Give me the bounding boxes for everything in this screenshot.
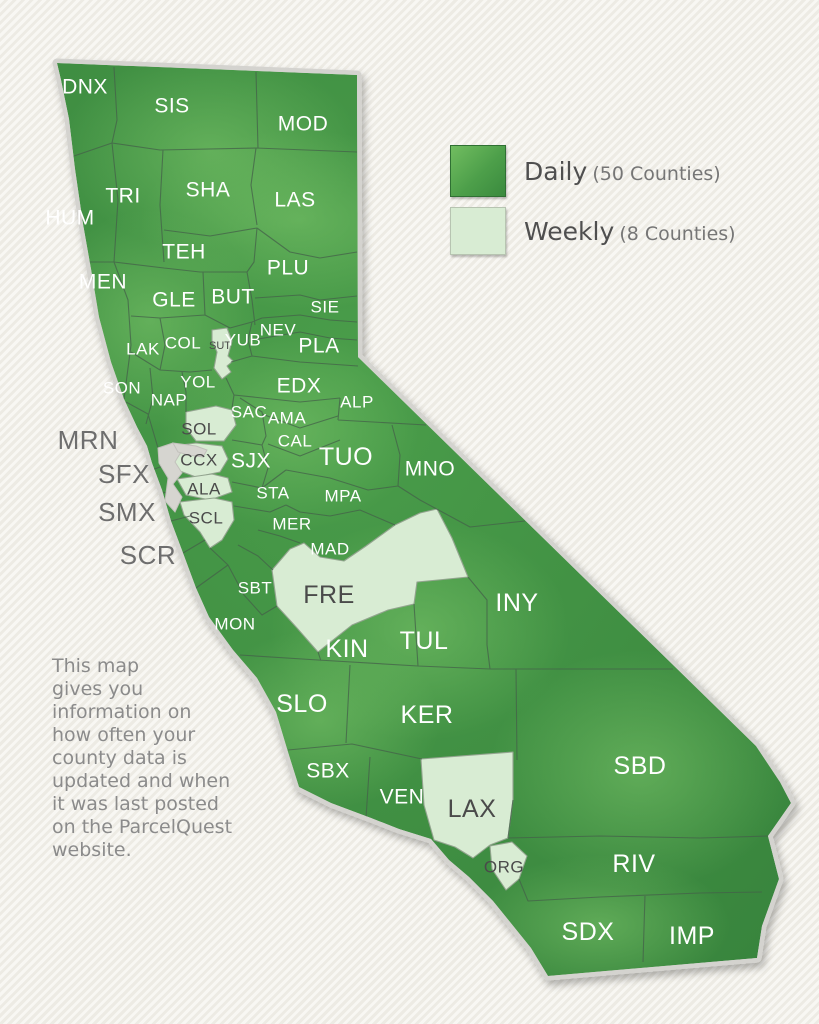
county-label-cal: CAL — [278, 432, 313, 451]
county-label-son: SON — [103, 379, 141, 398]
description-line: gives you — [52, 678, 144, 700]
county-label-plu: PLU — [267, 257, 309, 280]
county-SOL-shape — [185, 405, 237, 442]
county-label-ama: AMA — [268, 409, 307, 428]
county-label-hum: HUM — [45, 207, 94, 230]
county-label-mer: MER — [272, 515, 311, 534]
legend-item-weekly: Weekly (8 Counties) — [450, 207, 736, 255]
county-label-sjx: SJX — [231, 450, 271, 473]
description-line: how often your — [52, 724, 196, 746]
county-label-yub: YUB — [225, 331, 261, 350]
county-label-sut: SUT — [209, 340, 231, 352]
county-label-sie: SIE — [311, 298, 340, 317]
sf-bay-water — [157, 442, 208, 513]
county-label-mod: MOD — [278, 113, 329, 136]
county-ALA-shape — [176, 473, 233, 501]
weekly-label: Weekly — [524, 216, 615, 246]
county-label-dnx: DNX — [62, 76, 108, 99]
daily-count-note: (50 Counties) — [592, 162, 721, 185]
county-label-kin: KIN — [325, 635, 368, 663]
county-SCL-shape — [179, 497, 235, 549]
description-line: on the ParcelQuest — [52, 816, 233, 838]
weekly-count-note: (8 Counties) — [619, 222, 736, 245]
county-label-alp: ALP — [340, 393, 374, 412]
county-FRE-shape — [271, 508, 469, 653]
county-label-sfx: SFX — [98, 459, 150, 489]
county-label-tri: TRI — [105, 185, 140, 208]
map-description: This map gives you information on how often… — [52, 655, 232, 862]
legend: Daily (50 Counties) Weekly (8 Counties) — [450, 145, 736, 265]
county-label-ker: KER — [401, 701, 454, 729]
county-label-yol: YOL — [180, 373, 216, 392]
county-label-sac: SAC — [231, 403, 267, 422]
daily-color-swatch — [450, 145, 506, 197]
county-label-sta: STA — [256, 484, 289, 503]
county-label-lak: LAK — [126, 340, 160, 359]
county-label-mon: MON — [214, 615, 255, 634]
weekly-legend-text: Weekly (8 Counties) — [524, 217, 736, 246]
county-label-col: COL — [165, 334, 201, 353]
description-line: information on — [52, 701, 192, 723]
county-label-nev: NEV — [260, 321, 297, 340]
weekly-counties-group — [165, 327, 528, 891]
county-label-mrn: MRN — [58, 425, 119, 455]
county-label-iny: INY — [495, 589, 538, 617]
county-label-lax: LAX — [448, 795, 497, 823]
county-label-imp: IMP — [669, 922, 715, 950]
county-label-mno: MNO — [405, 458, 456, 481]
weekly-color-swatch — [450, 207, 506, 255]
county-label-scl: SCL — [189, 509, 224, 528]
county-label-gle: GLE — [152, 289, 196, 312]
county-label-men: MEN — [79, 271, 127, 294]
county-LAX-shape — [420, 751, 514, 859]
county-label-mad: MAD — [310, 540, 349, 559]
county-label-las: LAS — [274, 189, 315, 212]
legend-item-daily: Daily (50 Counties) — [450, 145, 736, 197]
county-label-riv: RIV — [612, 850, 655, 878]
description-line: website. — [52, 839, 132, 861]
county-label-tuo: TUO — [319, 443, 373, 471]
county-label-sbt: SBT — [238, 579, 273, 598]
county-label-fre: FRE — [303, 581, 355, 609]
county-borders — [73, 66, 769, 963]
county-label-sha: SHA — [186, 179, 231, 202]
county-label-smx: SMX — [98, 497, 156, 527]
county-label-tul: TUL — [400, 627, 449, 655]
description-line: county data is — [52, 747, 187, 769]
county-labels-layer: DNX SIS MOD HUM TRI SHA LAS MEN TEH PLU GLE BUT SIE L… — [45, 76, 715, 951]
county-label-ven: VEN — [380, 786, 425, 809]
county-label-slo: SLO — [276, 690, 328, 718]
county-label-scr: SCR — [120, 540, 176, 570]
county-label-org: ORG — [484, 858, 524, 877]
county-label-sol: SOL — [181, 420, 217, 439]
county-SUT-shape — [211, 327, 234, 380]
county-label-sdx: SDX — [562, 918, 615, 946]
county-label-sis: SIS — [154, 95, 189, 118]
description-line: it was last posted — [52, 793, 219, 815]
county-label-mpa: MPA — [324, 487, 361, 506]
county-label-ala: ALA — [187, 480, 221, 499]
county-label-sbx: SBX — [306, 760, 350, 783]
county-label-sbd: SBD — [614, 752, 667, 780]
daily-legend-text: Daily (50 Counties) — [524, 157, 721, 186]
county-label-ccx: CCX — [180, 451, 217, 470]
daily-label: Daily — [524, 156, 588, 186]
county-label-but: BUT — [211, 286, 255, 309]
description-line: updated and when — [52, 770, 231, 792]
county-label-nap: NAP — [151, 391, 187, 410]
description-line: This map — [52, 655, 140, 677]
county-label-pla: PLA — [298, 335, 339, 358]
county-label-edx: EDX — [277, 375, 322, 398]
county-label-teh: TEH — [162, 241, 206, 264]
